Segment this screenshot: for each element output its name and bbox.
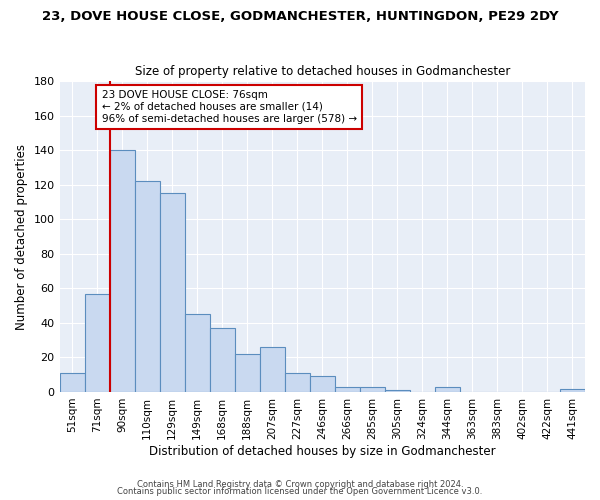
Bar xyxy=(110,150,134,392)
Y-axis label: Number of detached properties: Number of detached properties xyxy=(15,144,28,330)
Bar xyxy=(134,181,160,392)
Text: Contains HM Land Registry data © Crown copyright and database right 2024.: Contains HM Land Registry data © Crown c… xyxy=(137,480,463,489)
Text: 23, DOVE HOUSE CLOSE, GODMANCHESTER, HUNTINGDON, PE29 2DY: 23, DOVE HOUSE CLOSE, GODMANCHESTER, HUN… xyxy=(41,10,559,23)
Bar xyxy=(209,328,235,392)
Bar xyxy=(185,314,209,392)
Bar xyxy=(260,347,285,392)
Bar xyxy=(160,194,185,392)
Title: Size of property relative to detached houses in Godmanchester: Size of property relative to detached ho… xyxy=(134,66,510,78)
Text: Contains public sector information licensed under the Open Government Licence v3: Contains public sector information licen… xyxy=(118,487,482,496)
Bar xyxy=(59,373,85,392)
Bar xyxy=(435,387,460,392)
Bar xyxy=(310,376,335,392)
Bar xyxy=(85,294,110,392)
Bar xyxy=(285,373,310,392)
X-axis label: Distribution of detached houses by size in Godmanchester: Distribution of detached houses by size … xyxy=(149,444,496,458)
Bar xyxy=(335,387,360,392)
Bar xyxy=(385,390,410,392)
Bar xyxy=(235,354,260,392)
Bar xyxy=(360,387,385,392)
Bar xyxy=(560,388,585,392)
Text: 23 DOVE HOUSE CLOSE: 76sqm
← 2% of detached houses are smaller (14)
96% of semi-: 23 DOVE HOUSE CLOSE: 76sqm ← 2% of detac… xyxy=(101,90,357,124)
